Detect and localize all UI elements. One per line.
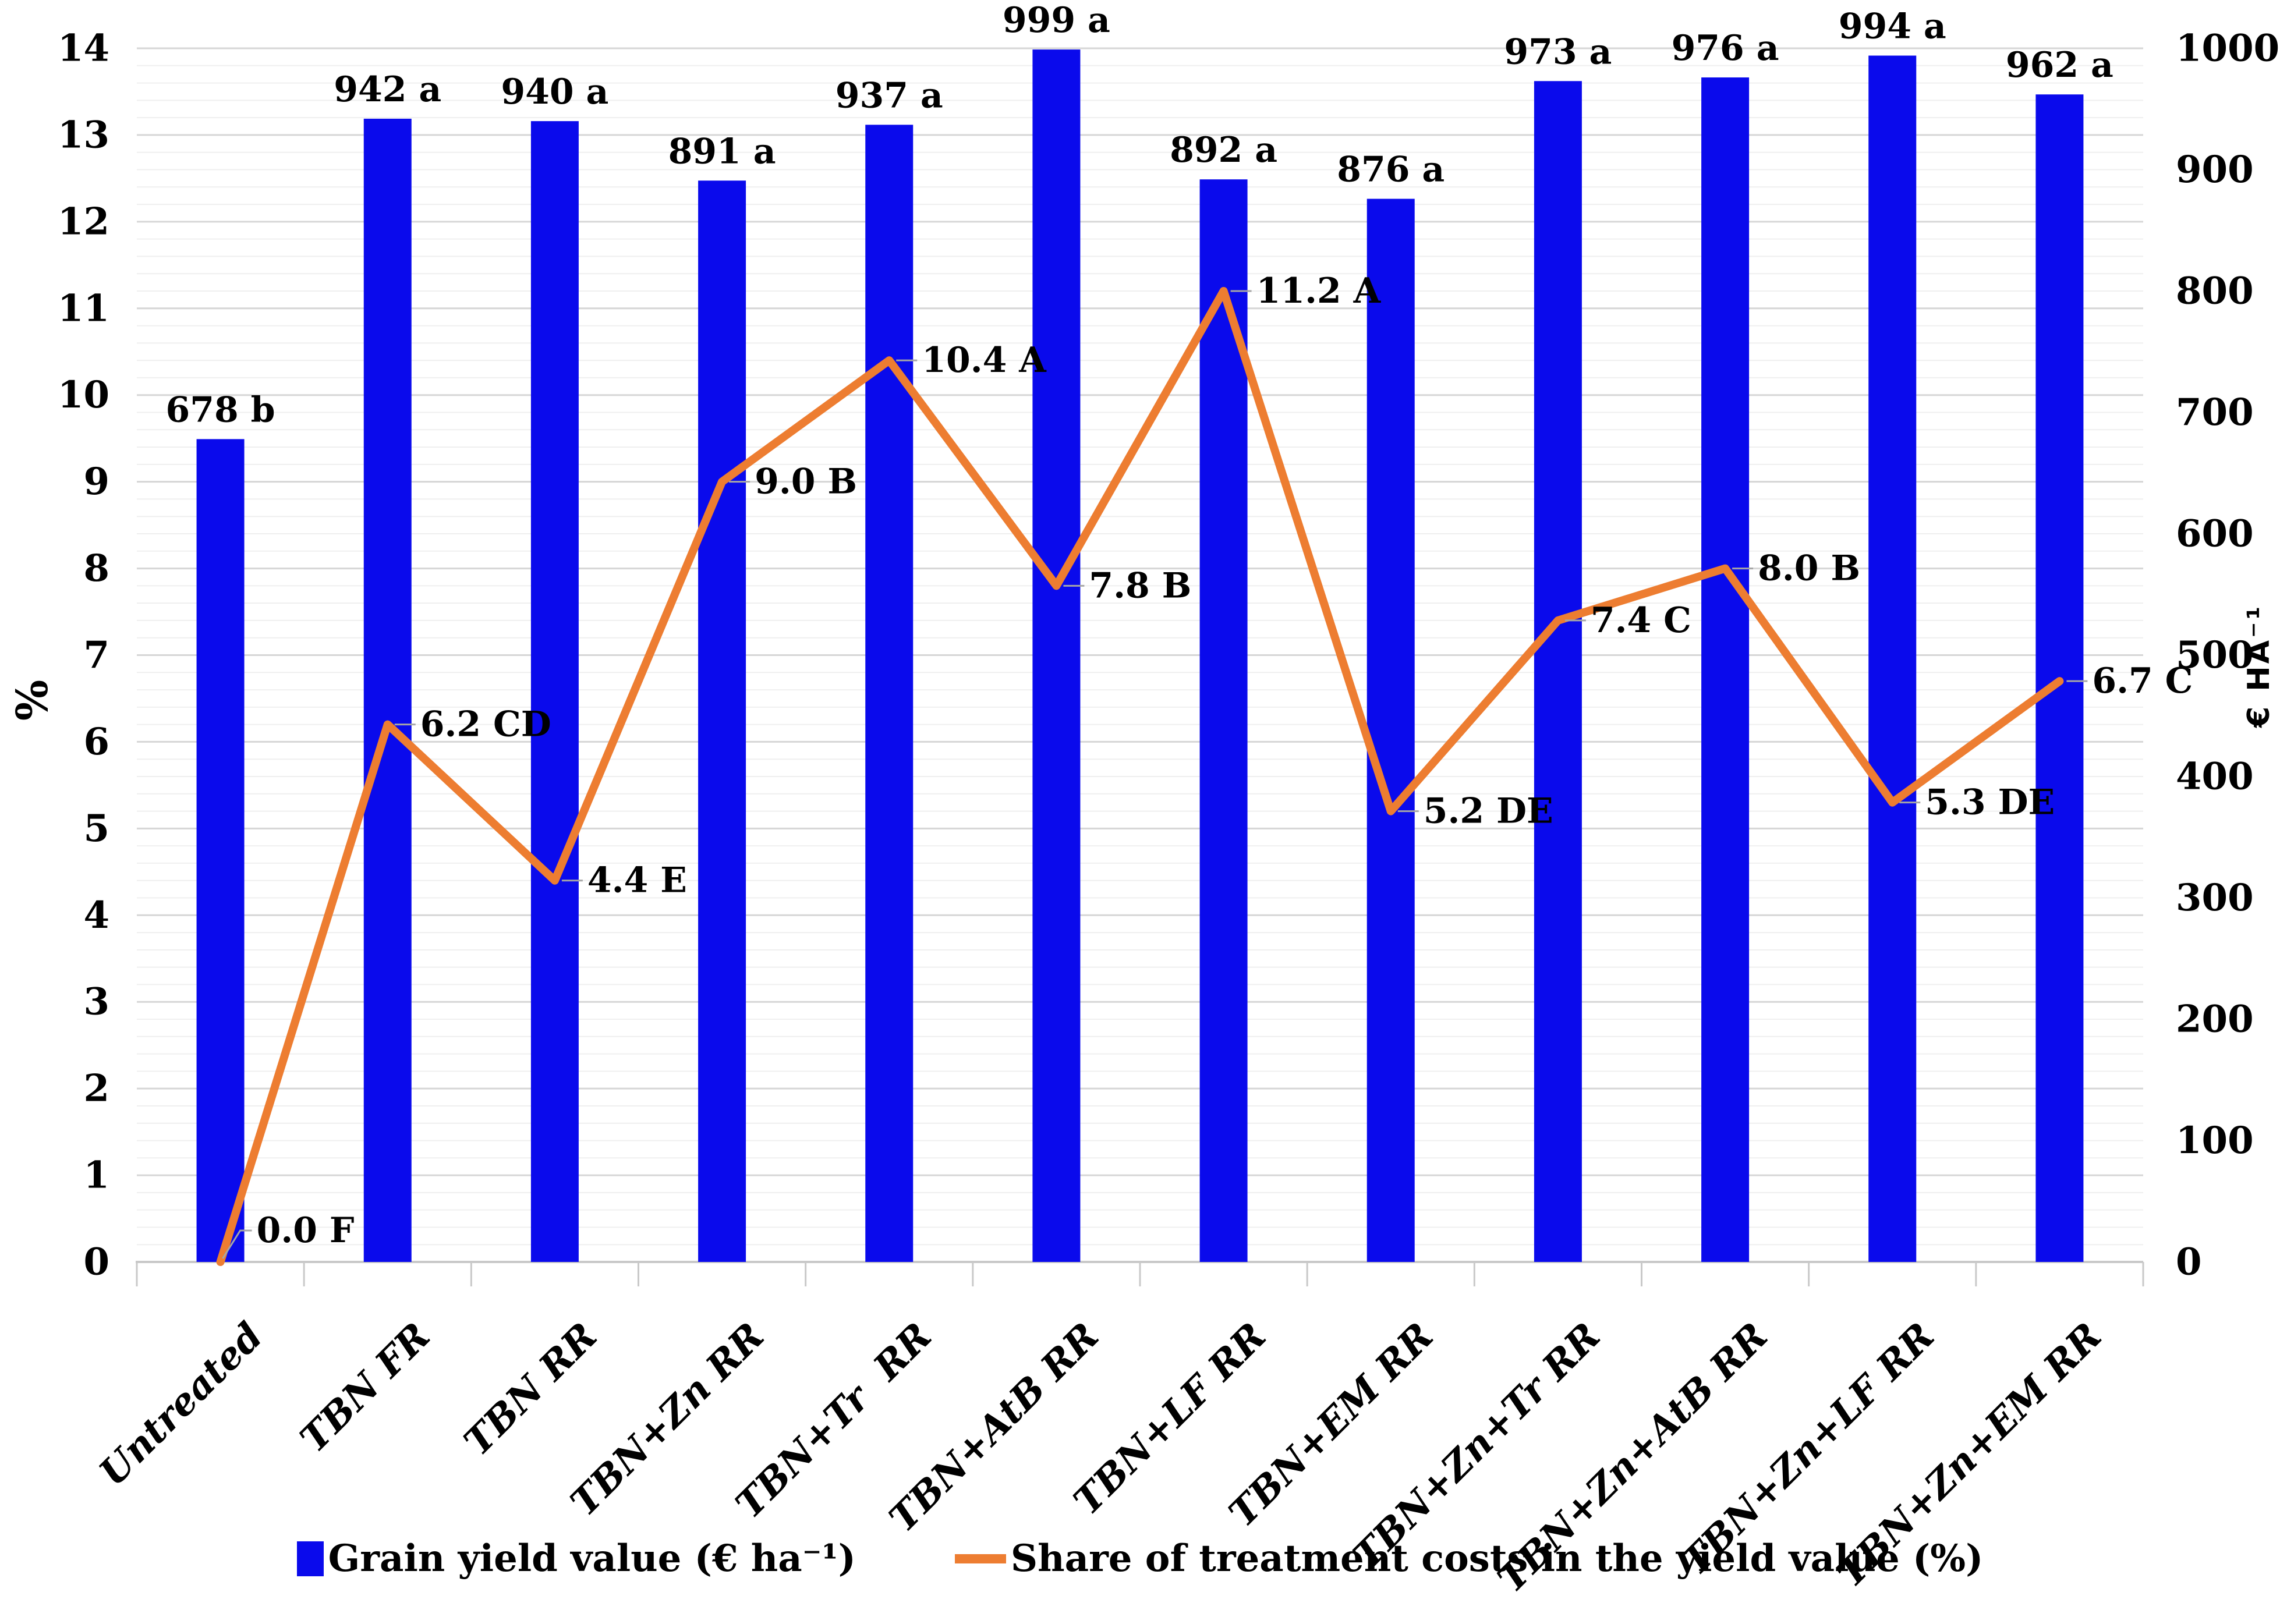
left-axis-tick-label: 2 [83, 1067, 109, 1111]
right-axis-tick-label: 400 [2176, 755, 2254, 799]
line-series [216, 287, 2064, 1266]
left-axis-tick-label: 4 [83, 893, 109, 937]
line-value-label: 0.0 F [257, 1210, 355, 1251]
line-value-label: 6.2 CD [420, 704, 551, 745]
bar [1199, 179, 1248, 1263]
bar-value-label: 876 a [1337, 150, 1445, 190]
bar [1534, 81, 1582, 1262]
left-axis-tick-label: 8 [83, 547, 109, 590]
right-axis-tick-label: 200 [2176, 998, 2254, 1041]
bar [1032, 49, 1081, 1263]
bar [196, 439, 245, 1262]
bar-value-label: 976 a [1672, 28, 1779, 69]
bar [530, 121, 579, 1263]
right-axis-title: € HA⁻¹ [2242, 604, 2277, 728]
line-value-label: 9.0 B [755, 462, 857, 502]
bar-value-label: 940 a [501, 72, 608, 112]
legend-label-share-costs: Share of treatment costs in the yield va… [1010, 1537, 1984, 1580]
legend-item-grain-yield: Grain yield value (€ ha⁻¹) [296, 1537, 856, 1580]
legend-label-grain-yield: Grain yield value (€ ha⁻¹) [328, 1537, 856, 1580]
right-axis-tick-label: 0 [2176, 1240, 2202, 1284]
left-axis-tick-label: 10 [58, 373, 109, 417]
right-axis-tick-label: 900 [2176, 148, 2254, 192]
bar [1868, 55, 1917, 1262]
right-axis-tick-label: 800 [2176, 270, 2254, 313]
left-axis-tick-label: 5 [83, 807, 109, 850]
bar-value-label: 942 a [334, 69, 441, 110]
right-axis-tick-label: 100 [2176, 1119, 2254, 1162]
line-series-swatch-icon [954, 1554, 1006, 1563]
line-value-label: 7.4 C [1591, 600, 1691, 641]
bar-value-label: 937 a [835, 75, 943, 116]
left-axis-tick-label: 11 [58, 286, 109, 330]
bar [698, 180, 746, 1262]
right-axis-tick-label: 1000 [2176, 27, 2279, 70]
bar-value-label: 999 a [1003, 0, 1110, 41]
bar-value-label: 678 b [166, 389, 275, 430]
right-axis-tick-label: 300 [2176, 876, 2254, 920]
bar [865, 125, 914, 1263]
right-axis-tick-label: 500 [2176, 633, 2254, 677]
legend-item-share-costs: Share of treatment costs in the yield va… [954, 1537, 1984, 1580]
left-axis-tick-label: 7 [83, 633, 109, 677]
left-axis-tick-label: 14 [58, 27, 109, 70]
bar [1366, 198, 1415, 1262]
left-axis-tick-label: 3 [83, 980, 109, 1024]
bar-value-label: 994 a [1839, 6, 1946, 47]
left-axis-tick-label: 12 [58, 200, 109, 243]
line-value-label: 7.8 B [1089, 565, 1191, 606]
line-value-label: 4.4 E [587, 860, 687, 901]
left-axis-title: % [8, 679, 58, 721]
line-value-label: 6.7 C [2092, 661, 2193, 701]
bar [1701, 77, 1750, 1262]
bar-value-label: 891 a [668, 131, 776, 172]
line-value-label: 8.0 B [1758, 548, 1860, 589]
left-axis-tick-label: 1 [83, 1154, 109, 1197]
left-axis-tick-label: 9 [83, 460, 109, 503]
leader-line [222, 1229, 252, 1259]
bar [363, 118, 412, 1263]
left-axis-tick-label: 13 [58, 113, 109, 157]
bar-series-swatch-icon [296, 1541, 324, 1576]
line-value-label: 11.2 A [1256, 271, 1382, 311]
line-value-label: 5.3 DE [1925, 782, 2055, 823]
legend: Grain yield value (€ ha⁻¹) Share of trea… [0, 1537, 2280, 1580]
bar-value-label: 962 a [2006, 45, 2113, 86]
line-value-label: 5.2 DE [1424, 791, 1553, 832]
right-axis-tick-label: 600 [2176, 512, 2254, 556]
bar-value-label: 973 a [1504, 31, 1612, 72]
right-axis-tick-label: 700 [2176, 391, 2254, 434]
left-axis-tick-label: 6 [83, 720, 109, 764]
bar-value-label: 892 a [1170, 130, 1277, 171]
line-value-label: 10.4 A [922, 340, 1047, 381]
left-axis-tick-label: 0 [83, 1240, 109, 1284]
